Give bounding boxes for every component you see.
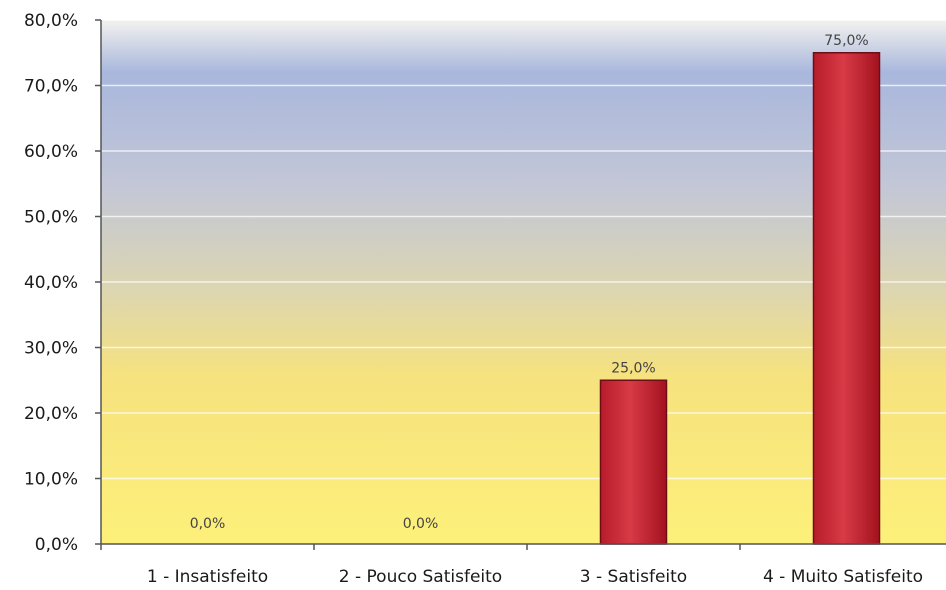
y-tick-label-0: 0,0% bbox=[35, 535, 78, 555]
y-tick-label-8: 80,0% bbox=[24, 11, 78, 31]
y-axis-ticks: 0,0% 10,0% 20,0% 30,0% 40,0% 50,0% 60,0% 70,0% 8… bbox=[24, 11, 101, 555]
data-label-1: 0,0% bbox=[190, 516, 226, 532]
bars bbox=[599, 52, 881, 545]
x-category-label-4: 4 - Muito Satisfeito bbox=[763, 567, 923, 587]
y-tick-label-2: 20,0% bbox=[24, 404, 78, 424]
data-label-2: 0,0% bbox=[403, 516, 439, 532]
y-tick-label-3: 30,0% bbox=[24, 339, 78, 359]
y-tick-label-4: 40,0% bbox=[24, 273, 78, 293]
x-category-label-3: 3 - Satisfeito bbox=[580, 567, 687, 587]
y-tick-label-1: 10,0% bbox=[24, 470, 78, 490]
x-category-label-1: 1 - Insatisfeito bbox=[147, 567, 268, 587]
bar-4 bbox=[812, 52, 881, 545]
y-tick-label-5: 50,0% bbox=[24, 208, 78, 228]
x-axis-ticks: 1 - Insatisfeito 2 - Pouco Satisfeito 3 - … bbox=[100, 544, 923, 587]
data-label-4: 75,0% bbox=[824, 33, 868, 49]
x-category-label-2: 2 - Pouco Satisfeito bbox=[339, 567, 502, 587]
y-tick-label-7: 70,0% bbox=[24, 77, 78, 97]
data-labels: 0,0% 0,0% 25,0% 75,0% bbox=[190, 33, 869, 532]
y-tick-label-6: 60,0% bbox=[24, 142, 78, 162]
data-label-3: 25,0% bbox=[611, 360, 655, 376]
bar-3 bbox=[599, 379, 668, 545]
gridlines bbox=[101, 19, 946, 480]
